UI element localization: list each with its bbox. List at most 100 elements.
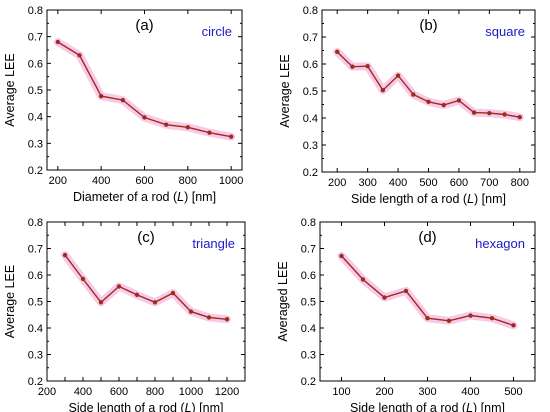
data-point	[426, 99, 431, 105]
x-tick-label: 200	[38, 386, 56, 398]
x-tick-label: 400	[74, 386, 92, 398]
panel-label: (c)	[137, 229, 155, 246]
data-point	[502, 112, 507, 117]
y-tick-label: 0.6	[303, 59, 318, 71]
y-tick-label: 0.6	[28, 270, 43, 282]
panel-label: (b)	[419, 17, 437, 34]
y-axis-label: Averaged LEE	[276, 261, 290, 341]
y-tick-label: 0.3	[303, 140, 318, 152]
y-tick-label: 0.7	[301, 244, 316, 256]
y-tick-label: 0.8	[303, 5, 318, 17]
data-point	[80, 276, 86, 282]
x-tick-label: 500	[419, 177, 437, 189]
data-point	[55, 39, 61, 45]
y-tick-label: 0.2	[301, 376, 316, 388]
data-point	[339, 253, 344, 259]
x-tick-label: 800	[179, 175, 197, 187]
x-tick-label: 300	[418, 386, 436, 398]
x-tick-label: 200	[328, 177, 346, 189]
y-tick-label: 0.4	[28, 112, 43, 124]
x-tick-label: 800	[511, 177, 529, 189]
data-point	[395, 73, 401, 78]
y-axis-label: Average LEE	[3, 265, 17, 338]
data-point	[116, 284, 122, 289]
data-point	[98, 93, 104, 99]
series-highlight	[337, 251, 518, 330]
x-tick-label: 1000	[179, 386, 203, 398]
x-tick-label: 700	[480, 177, 498, 189]
data-point	[511, 323, 516, 328]
data-point	[350, 64, 355, 69]
y-tick-label: 0.4	[301, 323, 316, 335]
chart-panel-2: 0.2 0.3 0.4 0.5 0.6 0.7 0.8 200 300 400 500 600 700 8…	[278, 5, 536, 206]
data-point	[411, 92, 416, 97]
data-point	[207, 130, 212, 135]
data-point	[360, 277, 366, 282]
series-highlight	[53, 38, 236, 141]
data-point	[120, 97, 126, 103]
data-point	[228, 134, 234, 139]
y-tick-label: 0.8	[28, 5, 43, 17]
x-axis-label: Side length of a rod (L) [nm]	[350, 401, 505, 412]
y-tick-label: 0.5	[303, 86, 318, 98]
data-point	[517, 114, 522, 120]
shape-label: circle	[202, 24, 232, 39]
data-point	[206, 315, 212, 320]
y-tick-label: 0.4	[303, 113, 318, 125]
data-point	[446, 318, 452, 324]
y-axis-label: Average LEE	[278, 54, 292, 127]
x-tick-label: 400	[461, 386, 479, 398]
data-point	[62, 252, 68, 258]
x-tick-label: 600	[450, 177, 468, 189]
x-tick-label: 1000	[219, 175, 243, 187]
data-point	[456, 98, 462, 103]
data-point	[77, 53, 82, 58]
chart-panel-4: 0.2 0.3 0.4 0.5 0.6 0.7 0.8 100 200 300 400 500 (d) h…	[276, 217, 536, 412]
data-point	[152, 300, 158, 305]
x-tick-label: 500	[504, 386, 522, 398]
y-tick-label: 0.8	[301, 217, 316, 229]
x-axis-label: Diameter of a rod (L) [nm]	[73, 190, 216, 204]
data-point	[170, 290, 176, 296]
x-tick-label: 400	[389, 177, 407, 189]
x-tick-label: 600	[135, 175, 153, 187]
data-point	[487, 110, 492, 116]
shape-label: square	[485, 24, 525, 39]
series-line	[64, 254, 228, 320]
chart-panel-1: 0.2 0.3 0.4 0.5 0.6 0.7 0.8 200 400 600 800 1000 (a)…	[3, 5, 243, 204]
shape-label: triangle	[192, 236, 235, 251]
y-tick-label: 0.4	[28, 323, 43, 335]
y-axis-label: Average LEE	[3, 53, 17, 126]
x-tick-label: 1200	[215, 386, 239, 398]
y-tick-label: 0.6	[28, 58, 43, 70]
data-point	[468, 313, 473, 318]
data-point	[142, 115, 147, 120]
y-tick-label: 0.7	[28, 244, 43, 256]
x-tick-label: 400	[92, 175, 110, 187]
data-point	[403, 288, 409, 294]
data-point	[365, 63, 370, 69]
shape-label: hexagon	[475, 236, 525, 251]
data-point	[185, 125, 191, 130]
y-tick-label: 0.3	[28, 138, 43, 150]
x-tick-label: 800	[146, 386, 164, 398]
y-tick-label: 0.3	[301, 350, 316, 362]
data-point	[441, 102, 446, 108]
data-point	[335, 49, 340, 55]
series-line	[336, 51, 520, 118]
y-tick-label: 0.7	[28, 32, 43, 44]
y-tick-label: 0.3	[28, 350, 43, 362]
data-point	[98, 300, 104, 305]
chart-panel-3: 0.2 0.3 0.4 0.5 0.6 0.7 0.8 200 400 600 800 1000 120…	[3, 217, 246, 412]
data-point	[471, 110, 477, 115]
x-tick-label: 300	[358, 177, 376, 189]
panel-label: (a)	[135, 17, 153, 34]
x-tick-label: 600	[110, 386, 128, 398]
data-point	[380, 87, 386, 93]
x-tick-label: 200	[49, 175, 67, 187]
y-tick-label: 0.7	[303, 32, 318, 44]
y-tick-label: 0.2	[303, 167, 318, 179]
y-tick-label: 0.8	[28, 217, 43, 229]
x-tick-label: 200	[375, 386, 393, 398]
y-tick-label: 0.5	[28, 297, 43, 309]
